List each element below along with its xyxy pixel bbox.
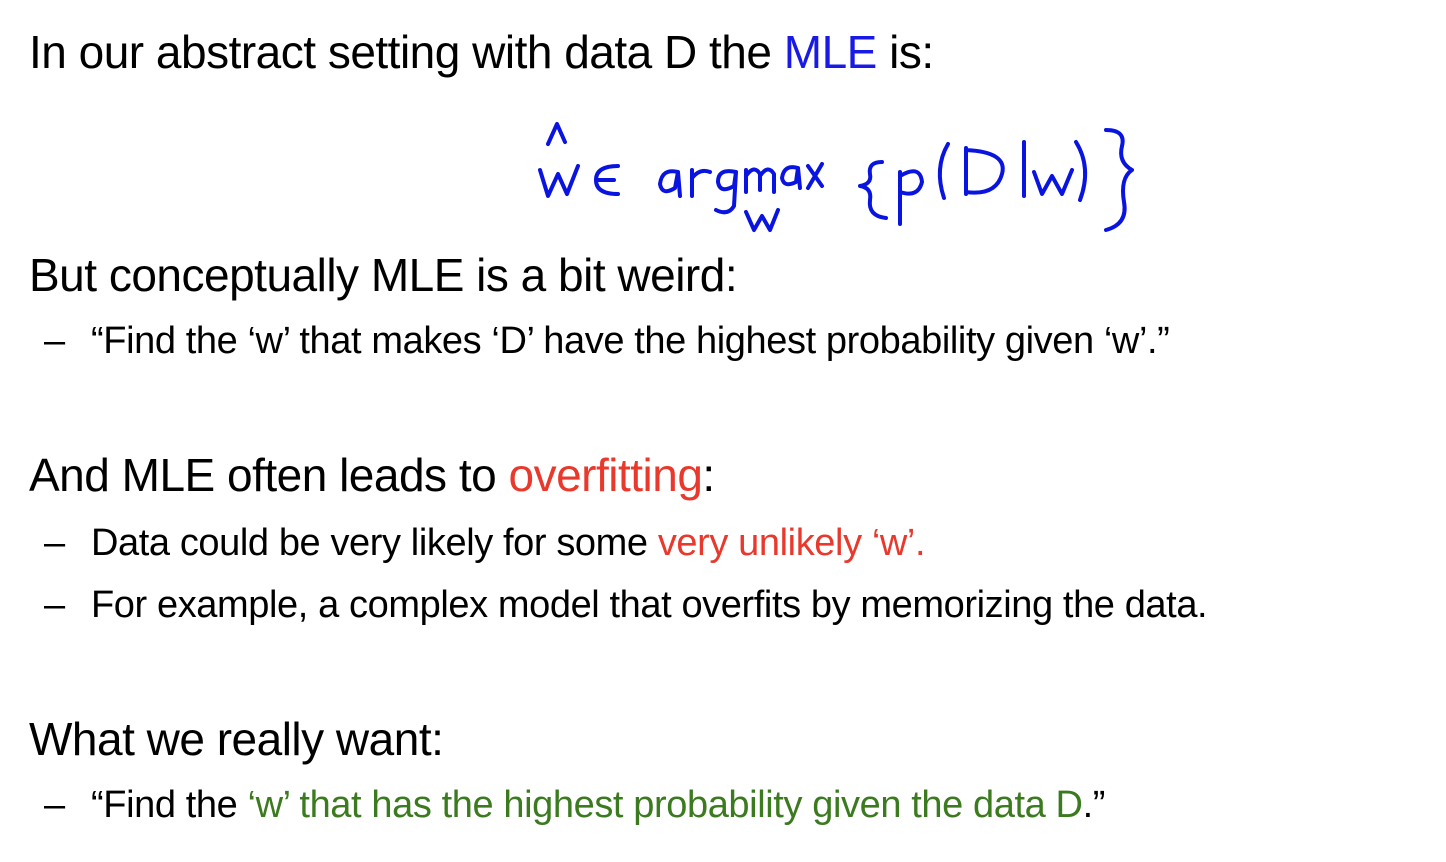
formula-hat [546, 122, 567, 146]
highest-probability-highlight: ‘w’ that has the highest probability giv… [247, 784, 1083, 826]
heading-mle-weird: But conceptually MLE is a bit weird: [29, 249, 738, 301]
bullet-text: “Find the ‘w’ that makes ‘D’ have the hi… [91, 320, 1170, 362]
heading-overfitting: And MLE often leads to overfitting: [29, 449, 715, 502]
mle-highlight: MLE [783, 26, 878, 78]
bullet-text: “Find the [91, 784, 248, 826]
bullet-text: Data could be very likely for some [91, 522, 658, 564]
heading-mle-text: In our abstract setting with data D the [29, 26, 784, 78]
bullet-dash: – [44, 320, 65, 362]
formula-argmax-m [744, 167, 776, 194]
formula-argmax-r [690, 168, 712, 198]
bullet-find-w-mle: – “Find the ‘w’ that makes ‘D’ have the h… [44, 320, 1170, 364]
formula-p [898, 169, 924, 226]
formula-D [964, 146, 1005, 196]
heading-what-we-want: What we really want: [29, 713, 444, 765]
bullet-find-w-map: – “Find the ‘w’ that has the highest prob… [44, 784, 1105, 828]
formula-w-hat [538, 164, 580, 198]
bullet-unlikely-w: – Data could be very likely for some very… [44, 522, 926, 566]
formula-brace-open [858, 160, 888, 220]
formula-w [1032, 168, 1074, 196]
handwritten-formula [538, 122, 1134, 232]
heading-overfitting-text: And MLE often leads to [29, 449, 509, 501]
formula-argmax-a [658, 169, 682, 198]
bullet-text-suffix: .” [1082, 784, 1106, 826]
bullet-dash: – [44, 584, 65, 626]
formula-argmax-x [806, 162, 824, 190]
formula-in-symbol [594, 164, 620, 196]
heading-mle-definition: In our abstract setting with data D the … [29, 26, 934, 79]
unlikely-w-highlight: very unlikely ‘w’. [657, 522, 926, 564]
overfitting-highlight: overfitting [508, 449, 703, 501]
formula-brace-close [1104, 128, 1134, 232]
formula-paren-open [937, 142, 950, 200]
bullet-text: For example, a complex model that overfi… [91, 584, 1208, 626]
heading-mle-suffix: is: [876, 26, 934, 78]
heading-overfitting-suffix: : [702, 449, 715, 501]
formula-argmax-g [714, 169, 738, 215]
formula-paren-close [1074, 140, 1088, 202]
bullet-dash: – [44, 784, 65, 826]
formula-sub-w [744, 208, 780, 232]
bullet-complex-model: – For example, a complex model that overf… [44, 584, 1208, 628]
formula-argmax-a2 [780, 165, 802, 190]
bullet-dash: – [44, 522, 65, 564]
